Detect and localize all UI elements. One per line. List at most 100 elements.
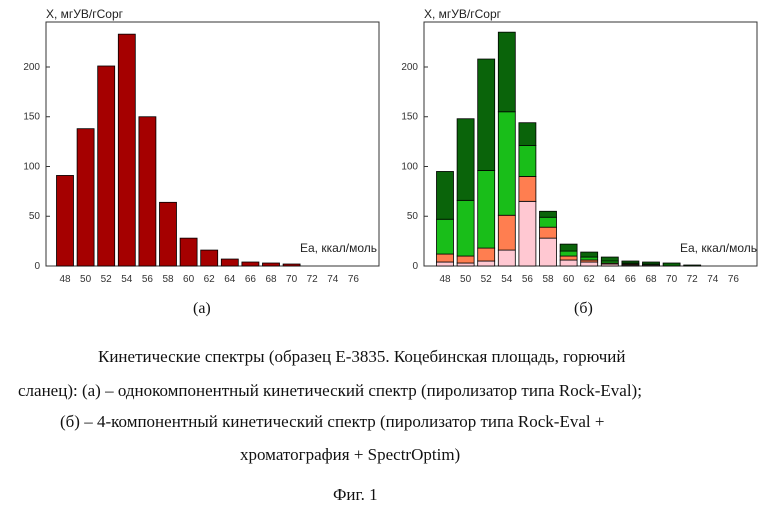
- caption-line-2: сланец): (а) – однокомпонентный кинетиче…: [18, 381, 642, 401]
- x-tick-label: 68: [645, 274, 657, 285]
- x-tick-label: 62: [584, 274, 596, 285]
- bar-segment: [663, 263, 680, 266]
- bar-segment: [437, 219, 454, 254]
- bar-segment: [478, 248, 495, 261]
- x-tick-label: 74: [707, 274, 719, 285]
- bar-segment: [540, 211, 557, 217]
- x-tick-label: 70: [286, 274, 298, 285]
- x-tick-label: 54: [121, 274, 133, 285]
- bar-segment: [437, 254, 454, 262]
- bar-segment: [540, 217, 557, 227]
- bar-segment: [478, 170, 495, 248]
- bar-segment: [457, 263, 474, 266]
- x-tick-label: 64: [604, 274, 616, 285]
- x-tick-label: 76: [728, 274, 740, 285]
- bar-segment: [437, 171, 454, 219]
- bar-segment: [560, 256, 577, 260]
- figure-label: Фиг. 1: [333, 485, 378, 505]
- x-tick-label: 74: [327, 274, 339, 285]
- x-tick-label: 56: [522, 274, 534, 285]
- x-tick-label: 60: [183, 274, 195, 285]
- bar-segment: [98, 66, 115, 266]
- x-tick-label: 66: [625, 274, 637, 285]
- bar-segment: [581, 257, 598, 260]
- y-tick-label: 150: [23, 112, 40, 123]
- bar-segment: [622, 261, 639, 263]
- bar-segment: [498, 250, 515, 266]
- bar-segment: [601, 257, 618, 261]
- x-tick-label: 60: [563, 274, 575, 285]
- y-tick-label: 200: [23, 62, 40, 73]
- bar-segment: [283, 264, 300, 266]
- y-tick-label: 50: [29, 211, 41, 222]
- x-axis-label-b: Ea, ккал/моль: [680, 241, 757, 255]
- x-tick-label: 58: [542, 274, 554, 285]
- bar-segment: [684, 265, 701, 266]
- x-tick-label: 72: [307, 274, 319, 285]
- x-tick-label: 64: [224, 274, 236, 285]
- x-tick-label: 52: [481, 274, 493, 285]
- bar-segment: [437, 262, 454, 266]
- bar-segment: [519, 201, 536, 266]
- bars-b: [437, 32, 701, 266]
- x-tick-label: 66: [245, 274, 257, 285]
- bar-segment: [201, 250, 218, 266]
- x-tick-label: 48: [59, 274, 71, 285]
- bar-segment: [643, 262, 660, 264]
- chart-panel-b: X, мгУВ/гСорг Ea, ккал/моль 0 50 100 150 200…: [401, 7, 757, 317]
- plot-frame: [46, 22, 379, 266]
- bar-segment: [540, 227, 557, 238]
- bar-segment: [457, 256, 474, 263]
- figure: X, мгУВ/гСорг Ea, ккал/моль 0 50 100 150 200…: [0, 0, 780, 330]
- bar-segment: [160, 202, 177, 266]
- x-tick-label: 56: [142, 274, 154, 285]
- bar-segment: [581, 262, 598, 266]
- x-tick-label: 70: [666, 274, 678, 285]
- y-tick-label: 0: [34, 261, 40, 272]
- x-tick-label: 48: [439, 274, 451, 285]
- y-axis-label-a: X, мгУВ/гСорг: [46, 7, 124, 21]
- bar-segment: [180, 238, 197, 266]
- y-tick-label: 0: [412, 261, 418, 272]
- bar-segment: [457, 119, 474, 201]
- x-tick-label: 68: [265, 274, 277, 285]
- bar-segment: [478, 261, 495, 266]
- x-tick-label: 72: [687, 274, 699, 285]
- bar-segment: [457, 200, 474, 256]
- x-tick-label: 76: [348, 274, 360, 285]
- bar-segment: [519, 176, 536, 201]
- y-tick-label: 100: [23, 161, 40, 172]
- bar-segment: [560, 251, 577, 256]
- bar-segment: [540, 238, 557, 266]
- x-axis-label-a: Ea, ккал/моль: [300, 241, 377, 255]
- y-axis-label-b: X, мгУВ/гСорг: [424, 7, 502, 21]
- y-tick-label: 100: [401, 161, 418, 172]
- bar-segment: [57, 175, 74, 266]
- bar-segment: [263, 263, 280, 266]
- x-ticks-a: 485052545658606264666870727476: [59, 274, 359, 285]
- bar-segment: [478, 59, 495, 170]
- y-tick-label: 200: [401, 62, 418, 73]
- bar-segment: [560, 260, 577, 266]
- bar-segment: [498, 112, 515, 215]
- bar-segment: [498, 215, 515, 250]
- chart-panel-a: X, мгУВ/гСорг Ea, ккал/моль 0 50 100 150 200…: [23, 7, 379, 317]
- bar-segment: [519, 123, 536, 146]
- bar-segment: [77, 129, 94, 266]
- y-tick-label: 50: [407, 211, 419, 222]
- x-tick-label: 50: [460, 274, 472, 285]
- bars-a: [57, 34, 301, 266]
- bar-segment: [519, 146, 536, 177]
- bar-segment: [139, 117, 156, 266]
- x-tick-label: 52: [101, 274, 113, 285]
- x-tick-label: 50: [80, 274, 92, 285]
- x-tick-label: 54: [501, 274, 513, 285]
- caption-line-3: (б) – 4-компонентный кинетический спектр…: [60, 412, 604, 432]
- x-ticks-b: 48 50 52 54 56 58 60 62 64 66 68 70 72 74 76: [439, 274, 739, 285]
- bar-segment: [581, 252, 598, 257]
- subplot-label-a: (а): [193, 300, 211, 317]
- x-tick-label: 58: [162, 274, 174, 285]
- y-tick-label: 150: [401, 112, 418, 123]
- bar-segment: [560, 244, 577, 251]
- bar-segment: [118, 34, 135, 266]
